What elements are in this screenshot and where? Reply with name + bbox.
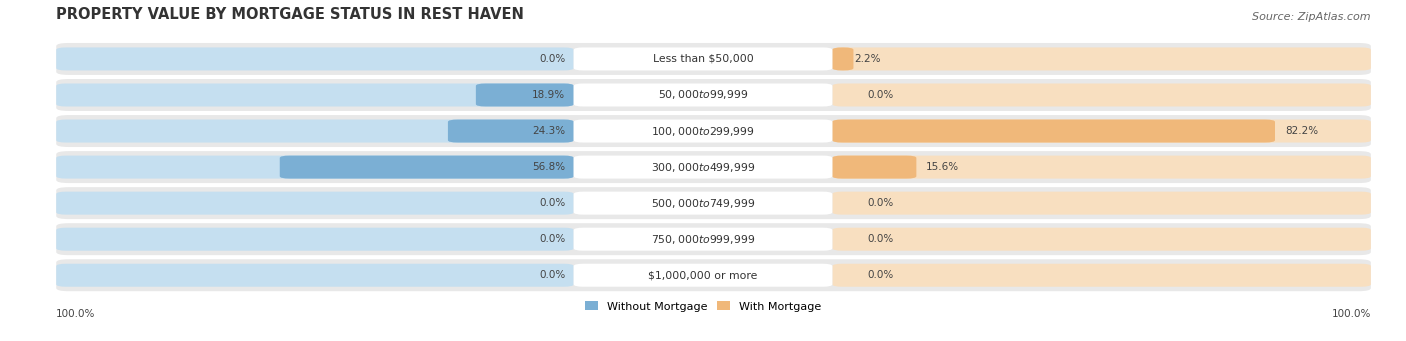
Text: 82.2%: 82.2% <box>1285 126 1317 136</box>
Text: 100.0%: 100.0% <box>56 309 96 319</box>
Text: $500,000 to $749,999: $500,000 to $749,999 <box>651 197 755 210</box>
Text: 0.0%: 0.0% <box>868 270 894 280</box>
Text: 24.3%: 24.3% <box>531 126 565 136</box>
FancyBboxPatch shape <box>574 120 832 143</box>
FancyBboxPatch shape <box>475 84 574 106</box>
Text: $750,000 to $999,999: $750,000 to $999,999 <box>651 233 755 246</box>
FancyBboxPatch shape <box>574 84 832 106</box>
FancyBboxPatch shape <box>280 155 574 179</box>
Text: 0.0%: 0.0% <box>868 234 894 244</box>
Text: 0.0%: 0.0% <box>868 198 894 208</box>
FancyBboxPatch shape <box>449 120 574 143</box>
FancyBboxPatch shape <box>832 192 1371 214</box>
Text: Source: ZipAtlas.com: Source: ZipAtlas.com <box>1253 12 1371 22</box>
Text: 100.0%: 100.0% <box>1331 309 1371 319</box>
Text: Less than $50,000: Less than $50,000 <box>652 54 754 64</box>
FancyBboxPatch shape <box>832 47 853 71</box>
FancyBboxPatch shape <box>832 47 1371 71</box>
FancyBboxPatch shape <box>56 228 574 251</box>
FancyBboxPatch shape <box>832 155 917 179</box>
FancyBboxPatch shape <box>832 120 1275 143</box>
FancyBboxPatch shape <box>56 115 1371 147</box>
FancyBboxPatch shape <box>832 84 1371 106</box>
FancyBboxPatch shape <box>574 155 832 179</box>
Text: 0.0%: 0.0% <box>538 54 565 64</box>
Text: $1,000,000 or more: $1,000,000 or more <box>648 270 758 280</box>
Text: $50,000 to $99,999: $50,000 to $99,999 <box>658 89 748 102</box>
FancyBboxPatch shape <box>574 228 832 251</box>
Text: PROPERTY VALUE BY MORTGAGE STATUS IN REST HAVEN: PROPERTY VALUE BY MORTGAGE STATUS IN RES… <box>56 7 524 22</box>
FancyBboxPatch shape <box>574 47 832 71</box>
FancyBboxPatch shape <box>56 84 574 106</box>
Text: 0.0%: 0.0% <box>538 234 565 244</box>
Legend: Without Mortgage, With Mortgage: Without Mortgage, With Mortgage <box>585 301 821 312</box>
Text: 18.9%: 18.9% <box>531 90 565 100</box>
FancyBboxPatch shape <box>832 155 1371 179</box>
FancyBboxPatch shape <box>56 259 1371 291</box>
FancyBboxPatch shape <box>832 228 1371 251</box>
FancyBboxPatch shape <box>56 223 1371 255</box>
Text: 0.0%: 0.0% <box>538 198 565 208</box>
FancyBboxPatch shape <box>56 120 574 143</box>
FancyBboxPatch shape <box>56 192 574 214</box>
Text: 0.0%: 0.0% <box>538 270 565 280</box>
FancyBboxPatch shape <box>56 155 574 179</box>
Text: 56.8%: 56.8% <box>531 162 565 172</box>
FancyBboxPatch shape <box>574 192 832 214</box>
FancyBboxPatch shape <box>56 264 574 287</box>
FancyBboxPatch shape <box>56 187 1371 219</box>
Text: $300,000 to $499,999: $300,000 to $499,999 <box>651 161 755 174</box>
FancyBboxPatch shape <box>832 264 1371 287</box>
FancyBboxPatch shape <box>56 43 1371 75</box>
FancyBboxPatch shape <box>56 79 1371 111</box>
Text: 0.0%: 0.0% <box>868 90 894 100</box>
Text: 15.6%: 15.6% <box>927 162 959 172</box>
Text: 2.2%: 2.2% <box>853 54 880 64</box>
FancyBboxPatch shape <box>574 264 832 287</box>
Text: $100,000 to $299,999: $100,000 to $299,999 <box>651 124 755 137</box>
FancyBboxPatch shape <box>56 151 1371 183</box>
FancyBboxPatch shape <box>832 120 1371 143</box>
FancyBboxPatch shape <box>56 47 574 71</box>
